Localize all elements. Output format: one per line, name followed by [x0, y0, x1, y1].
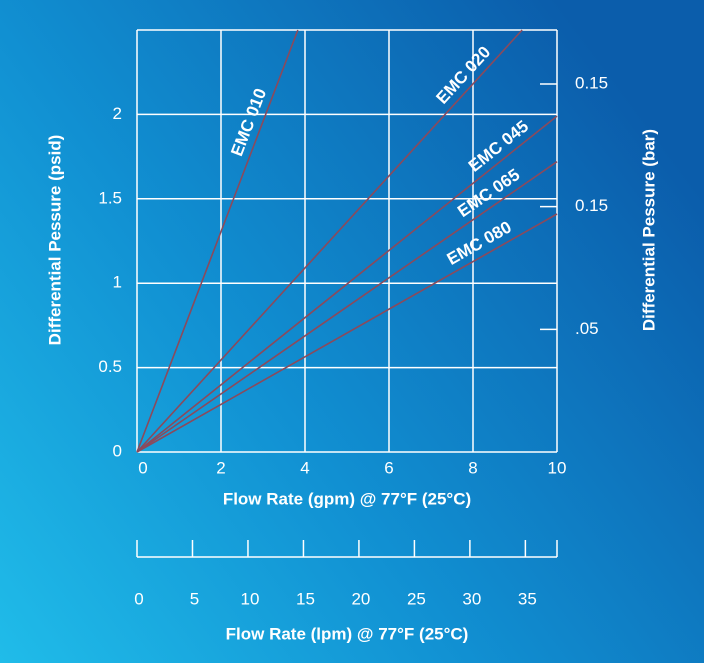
y2-tick-label: .05: [575, 319, 599, 338]
series-line: [136, 29, 299, 453]
y2-axis-title: Differential Pessure (bar): [639, 129, 658, 331]
y2-tick-label: 0.15: [575, 73, 608, 92]
y-tick-label: 1: [113, 273, 122, 292]
series-line: [136, 161, 558, 453]
x2-tick-label: 5: [190, 589, 199, 608]
x2-axis-title: Flow Rate (lpm) @ 77°F (25°C): [226, 624, 469, 643]
x-tick-label: 8: [468, 458, 477, 477]
y-axis-title: Differential Pessure (psid): [45, 135, 64, 346]
series-line: [136, 213, 558, 453]
x2-tick-label: 35: [518, 589, 537, 608]
x-tick-label: 0: [138, 458, 147, 477]
x2-tick-label: 15: [296, 589, 315, 608]
x2-tick-label: 10: [241, 589, 260, 608]
y-tick-label: 1.5: [98, 188, 122, 207]
x-axis-title: Flow Rate (gpm) @ 77°F (25°C): [223, 489, 471, 508]
x2-tick-label: 25: [407, 589, 426, 608]
y-tick-label: 2: [113, 104, 122, 123]
y-tick-label: 0: [113, 441, 122, 460]
y2-tick-label: 0.15: [575, 196, 608, 215]
x2-tick-label: 20: [351, 589, 370, 608]
series-line: [136, 115, 558, 453]
x-tick-label: 10: [548, 458, 567, 477]
x-tick-label: 4: [300, 458, 309, 477]
x-tick-label: 2: [216, 458, 225, 477]
series-line: [136, 29, 523, 453]
x-tick-label: 6: [384, 458, 393, 477]
x2-tick-label: 0: [134, 589, 143, 608]
y-tick-label: 0.5: [98, 357, 122, 376]
x2-tick-label: 30: [462, 589, 481, 608]
